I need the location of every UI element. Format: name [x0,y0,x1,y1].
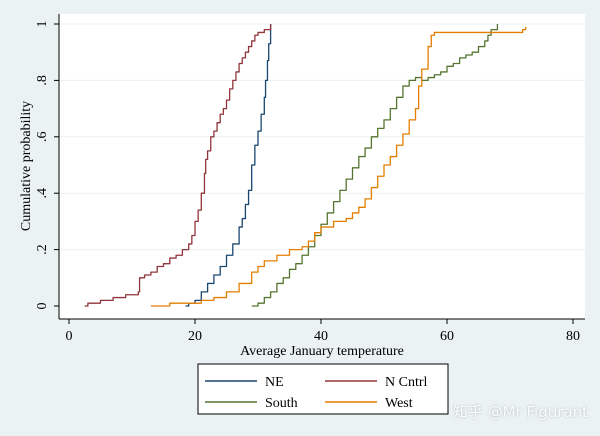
legend-label-west: West [385,396,413,411]
x-axis-title: Average January temperature [240,344,404,359]
series-group [84,24,527,307]
y-tick-label-4: .8 [35,75,50,86]
y-tick-label-1: .2 [35,244,50,255]
x-tick-label-0: 0 [66,329,73,344]
ticks: 0 20 40 60 80 0 .2 .4 .6 .8 1 [35,21,580,345]
x-tick-label-4: 80 [566,329,580,344]
y-tick-label-3: .6 [35,132,50,143]
axes [58,14,585,320]
y-axis-title: Cumulative probability [19,101,34,231]
series-line-south [251,24,499,307]
y-tick-label-0: 0 [35,303,50,310]
series-line-n-cntrl [84,24,272,307]
legend-label-south: South [265,396,298,411]
x-tick-label-2: 40 [314,329,328,344]
legend: NE N Cntrl South West [197,363,449,415]
series-line-west [150,26,527,307]
grid [59,23,585,251]
x-tick-label-1: 20 [188,329,202,344]
y-tick-label-2: .4 [35,188,50,199]
legend-label-n-cntrl: N Cntrl [385,375,428,390]
y-tick-label-5: 1 [35,21,50,28]
x-tick-label-3: 60 [440,329,454,344]
watermark: 知乎 @Mr Figurant [452,403,588,421]
legend-box [197,363,449,415]
series-line-ne [185,24,272,307]
plot-background [59,14,585,319]
legend-label-ne: NE [265,375,284,390]
